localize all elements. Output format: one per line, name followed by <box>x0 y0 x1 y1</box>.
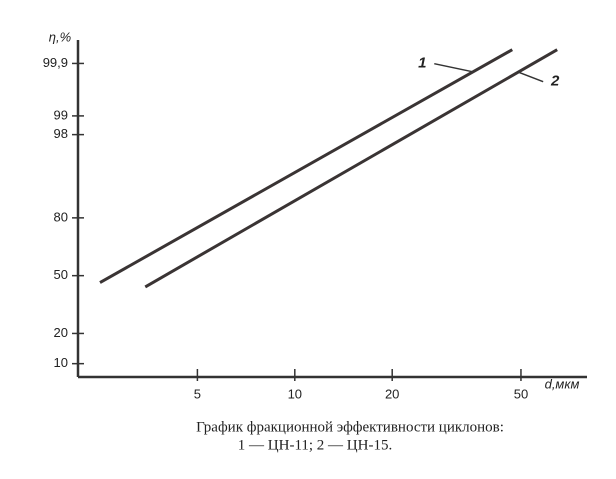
caption: График фракционной эффективности циклоно… <box>196 419 504 435</box>
x-tick-label: 20 <box>385 386 399 401</box>
label-leader <box>434 62 473 73</box>
x-tick-label: 5 <box>194 386 201 401</box>
data-line <box>99 48 513 284</box>
x-tick-label: 50 <box>514 386 528 401</box>
series-label: 1 <box>418 55 426 72</box>
x-axis-label: d,мкм <box>545 376 580 391</box>
y-tick-label: 98 <box>54 126 68 141</box>
y-tick-label: 20 <box>54 325 68 340</box>
label-leader <box>516 70 544 83</box>
x-tick-label: 10 <box>288 386 302 401</box>
y-axis-label: η,% <box>49 29 71 44</box>
y-tick-label: 99 <box>54 107 68 122</box>
y-tick-label: 10 <box>54 355 68 370</box>
y-tick-label: 50 <box>54 267 68 282</box>
y-tick-label: 99,9 <box>43 55 68 70</box>
data-line <box>144 48 558 289</box>
y-tick-label: 80 <box>54 209 68 224</box>
series-label: 2 <box>550 73 560 90</box>
caption: 1 — ЦН-11; 2 — ЦН-15. <box>238 437 392 453</box>
